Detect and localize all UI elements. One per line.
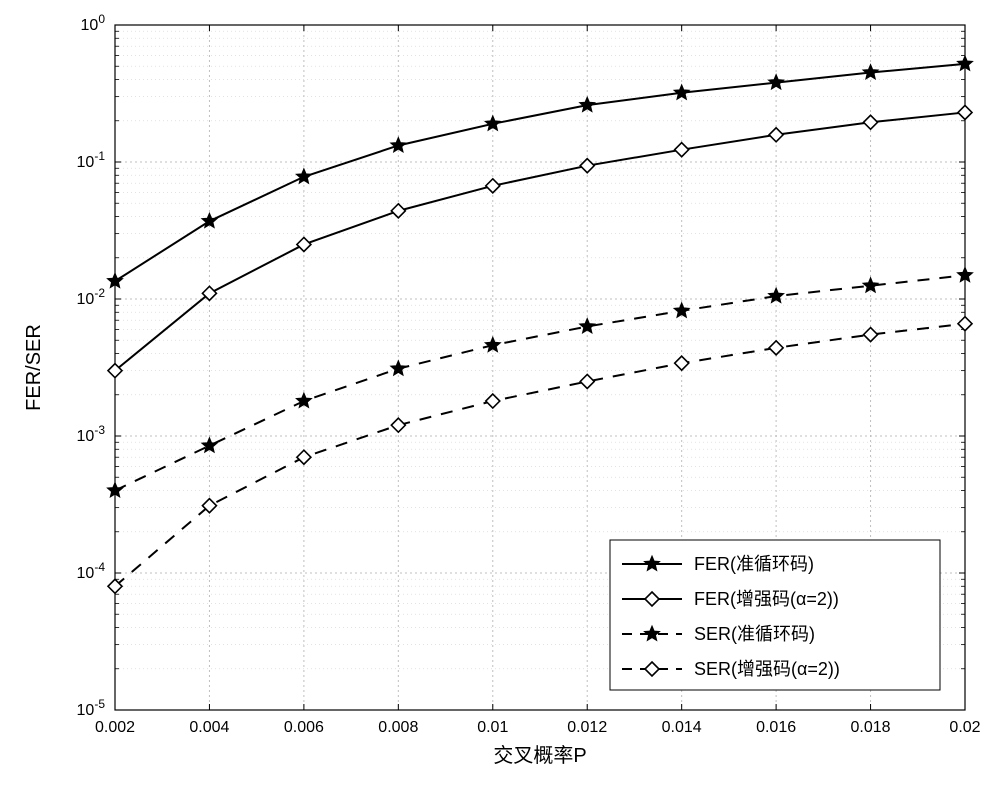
legend-label: SER(准循环码): [694, 624, 815, 644]
x-tick-label: 0.002: [95, 719, 135, 736]
legend-label: FER(准循环码): [694, 554, 814, 574]
x-tick-label: 0.018: [851, 719, 891, 736]
y-tick-label: 10-4: [77, 560, 106, 582]
chart-container: 0.002 0.004 0.006 0.008 0.01 0.012 0.014 0.016 0…: [0, 0, 1000, 788]
x-axis-label: 交叉概率P: [493, 744, 586, 767]
y-tick-label: 10-5: [77, 697, 106, 719]
y-tick-label: 10-3: [77, 423, 106, 445]
x-tick-label: 0.01: [477, 719, 508, 736]
legend-label: FER(增强码(α=2)): [694, 589, 839, 609]
x-tick-label: 0.014: [662, 719, 702, 736]
x-tick-label: 0.02: [949, 719, 980, 736]
x-tick-label: 0.004: [189, 719, 229, 736]
chart-svg: 0.002 0.004 0.006 0.008 0.01 0.012 0.014 0.016 0…: [0, 0, 1000, 788]
x-tick-label: 0.016: [756, 719, 796, 736]
y-tick-label: 100: [81, 12, 106, 34]
legend-label: SER(增强码(α=2)): [694, 659, 840, 679]
y-tick-label: 10-2: [77, 286, 106, 308]
x-tick-label: 0.012: [567, 719, 607, 736]
x-tick-label: 0.006: [284, 719, 324, 736]
legend: FER(准循环码) FER(增强码(α=2)) SER(准循环码) SER(增强码(α…: [610, 540, 940, 690]
x-tick-label: 0.008: [378, 719, 418, 736]
y-tick-label: 10-1: [77, 149, 106, 171]
y-axis-label: FER/SER: [23, 324, 45, 411]
